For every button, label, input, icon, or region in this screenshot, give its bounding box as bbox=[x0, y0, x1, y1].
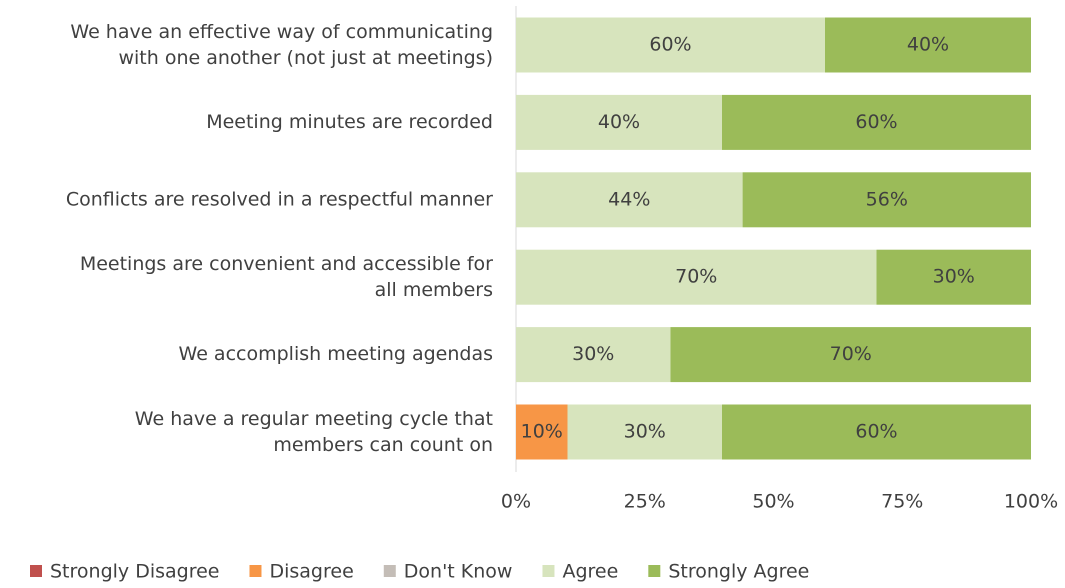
bar-segment bbox=[722, 404, 1031, 460]
bar-segment bbox=[742, 172, 1031, 228]
legend-label: Agree bbox=[562, 561, 618, 583]
x-tick-label: 0% bbox=[501, 491, 531, 513]
value-label: 56% bbox=[866, 188, 908, 210]
legend-swatch bbox=[542, 565, 555, 577]
bar-segment bbox=[567, 404, 722, 460]
bar-segment bbox=[670, 327, 1031, 383]
x-tick-label: 100% bbox=[1004, 491, 1058, 513]
value-label: 30% bbox=[933, 266, 975, 288]
category-label: We have a regular meeting cycle that memb… bbox=[135, 408, 493, 456]
legend-swatch bbox=[383, 565, 396, 577]
value-label: 30% bbox=[572, 343, 614, 365]
bar-segment bbox=[516, 327, 671, 383]
category-label: Meetings are convenient and accessible f… bbox=[80, 253, 493, 301]
value-label: 70% bbox=[675, 266, 717, 288]
legend-label: Strongly Disagree bbox=[50, 561, 219, 583]
value-label: 60% bbox=[855, 421, 897, 443]
value-label: 70% bbox=[830, 343, 872, 365]
value-label: 10% bbox=[521, 421, 563, 443]
category-label: We have an effective way of communicatin… bbox=[70, 21, 493, 69]
category-label: Conflicts are resolved in a respectful m… bbox=[66, 188, 493, 210]
legend-swatch bbox=[30, 565, 42, 577]
value-label: 30% bbox=[624, 421, 666, 443]
bar-segment bbox=[516, 17, 825, 73]
value-label: 40% bbox=[907, 34, 949, 56]
value-label: 60% bbox=[855, 111, 897, 133]
legend-label: Strongly Agree bbox=[668, 561, 809, 583]
bar-segment bbox=[876, 249, 1031, 305]
bar-segment bbox=[516, 94, 722, 150]
x-tick-label: 50% bbox=[752, 491, 794, 513]
x-tick-label: 75% bbox=[881, 491, 923, 513]
value-label: 44% bbox=[608, 188, 650, 210]
category-label: We accomplish meeting agendas bbox=[179, 343, 493, 365]
bar-segment bbox=[825, 17, 1031, 73]
bar-segment bbox=[516, 249, 877, 305]
category-label: Meeting minutes are recorded bbox=[206, 111, 493, 133]
value-label: 60% bbox=[649, 34, 691, 56]
bar-segment bbox=[516, 172, 743, 228]
legend-label: Disagree bbox=[269, 561, 353, 583]
legend-label: Don't Know bbox=[404, 561, 513, 583]
legend-swatch bbox=[249, 565, 262, 577]
bar-segment bbox=[722, 94, 1031, 150]
bar-segment bbox=[516, 404, 568, 460]
legend-swatch bbox=[648, 565, 661, 577]
x-tick-label: 25% bbox=[624, 491, 666, 513]
value-label: 40% bbox=[598, 111, 640, 133]
